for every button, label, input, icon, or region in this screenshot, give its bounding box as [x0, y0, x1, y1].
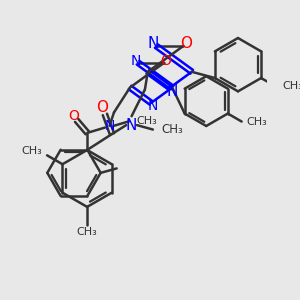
- Text: CH₃: CH₃: [246, 117, 267, 127]
- Text: N: N: [104, 119, 115, 133]
- Text: O: O: [160, 54, 171, 68]
- Text: CH₃: CH₃: [162, 123, 184, 136]
- Text: N: N: [167, 84, 178, 99]
- Text: N: N: [131, 54, 142, 68]
- Text: O: O: [180, 36, 192, 51]
- Text: CH₃: CH₃: [77, 227, 98, 237]
- Text: N: N: [148, 36, 159, 51]
- Text: N: N: [148, 99, 158, 112]
- Text: O: O: [96, 100, 108, 115]
- Text: CH₃: CH₃: [136, 116, 157, 126]
- Text: CH₃: CH₃: [282, 81, 300, 91]
- Text: CH₃: CH₃: [21, 146, 42, 156]
- Text: O: O: [68, 109, 80, 123]
- Text: N: N: [126, 118, 137, 133]
